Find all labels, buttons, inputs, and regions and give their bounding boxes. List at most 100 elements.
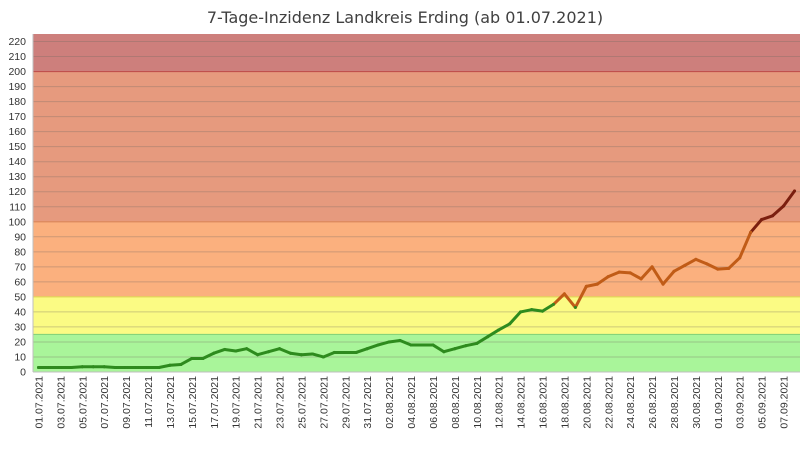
- y-tick-label: 90: [14, 231, 26, 243]
- data-point: [135, 365, 139, 369]
- data-point: [694, 257, 698, 261]
- x-tick-label: 21.07.2021: [253, 376, 265, 429]
- data-point: [58, 365, 62, 369]
- x-tick-label: 17.07.2021: [209, 376, 221, 429]
- x-tick-label: 20.08.2021: [581, 376, 593, 429]
- x-tick-label: 27.07.2021: [318, 376, 330, 429]
- data-point: [354, 350, 358, 354]
- data-point: [716, 267, 720, 271]
- series-segment: [705, 262, 720, 271]
- data-point: [760, 218, 764, 222]
- data-point: [617, 270, 621, 274]
- data-point: [190, 356, 194, 360]
- x-tick-label: 13.07.2021: [165, 376, 177, 429]
- data-point: [36, 365, 40, 369]
- x-tick-label: 19.07.2021: [231, 376, 243, 429]
- series-segment: [267, 347, 282, 354]
- y-tick-label: 120: [8, 186, 26, 198]
- band-1: [33, 296, 800, 335]
- series-segment: [464, 341, 479, 348]
- series-segment: [551, 292, 566, 306]
- x-tick-label: 07.09.2021: [779, 376, 791, 429]
- series-segment: [530, 308, 545, 313]
- y-tick-label: 100: [8, 216, 26, 228]
- series-segment: [387, 338, 402, 344]
- data-point: [343, 350, 347, 354]
- data-point: [475, 341, 479, 345]
- y-tick-label: 70: [14, 261, 26, 273]
- x-tick-label: 26.08.2021: [647, 376, 659, 429]
- series-segment: [365, 343, 380, 351]
- data-point: [398, 338, 402, 342]
- data-point: [486, 335, 490, 339]
- series-segment: [584, 282, 599, 288]
- series-segment: [683, 257, 698, 267]
- data-point: [278, 347, 282, 351]
- series-segment: [179, 356, 194, 366]
- data-point: [212, 351, 216, 355]
- y-tick-label: 60: [14, 276, 26, 288]
- series-segment: [486, 328, 501, 339]
- data-point: [146, 365, 150, 369]
- series-segment: [168, 362, 183, 367]
- threshold-lines: [33, 70, 800, 336]
- data-point: [365, 347, 369, 351]
- data-point: [573, 305, 577, 309]
- y-tick-label: 190: [8, 81, 26, 93]
- data-point: [332, 350, 336, 354]
- series-segment: [453, 344, 468, 351]
- series-segment: [628, 271, 643, 281]
- series-segment: [234, 347, 249, 353]
- series-segment: [157, 363, 172, 369]
- incidence-bands: [33, 34, 800, 372]
- series-segment: [310, 352, 325, 359]
- data-point: [738, 256, 742, 260]
- data-point: [256, 353, 260, 357]
- data-point: [113, 365, 117, 369]
- data-point: [628, 271, 632, 275]
- x-tick-label: 08.08.2021: [450, 376, 462, 429]
- series-segment: [694, 257, 709, 266]
- series-segment: [595, 275, 610, 286]
- band-4: [33, 34, 800, 72]
- data-point: [562, 292, 566, 296]
- data-point: [508, 322, 512, 326]
- series-segment: [212, 347, 227, 355]
- data-point: [793, 189, 797, 193]
- series-segment: [562, 292, 577, 309]
- data-point: [387, 340, 391, 344]
- x-tick-label: 01.09.2021: [713, 376, 725, 429]
- x-tick-label: 12.08.2021: [494, 376, 506, 429]
- series-segment: [299, 352, 314, 357]
- data-point: [771, 214, 775, 218]
- series-segment: [69, 365, 84, 369]
- series-segment: [782, 189, 797, 208]
- series-segment: [639, 265, 654, 281]
- data-point: [606, 275, 610, 279]
- data-point: [519, 310, 523, 314]
- y-tick-label: 180: [8, 96, 26, 108]
- chart-title: 7-Tage-Inzidenz Landkreis Erding (ab 01.…: [207, 8, 603, 27]
- data-point: [530, 308, 534, 312]
- x-tick-label: 03.07.2021: [55, 376, 67, 429]
- series-segment: [376, 340, 391, 347]
- x-tick-label: 06.08.2021: [428, 376, 440, 429]
- x-tick-label: 04.08.2021: [406, 376, 418, 429]
- series-segment: [102, 365, 117, 369]
- x-tick-label: 22.08.2021: [603, 376, 615, 429]
- y-tick-label: 110: [9, 201, 26, 213]
- y-tick-label: 80: [14, 246, 26, 258]
- x-tick-label: 05.07.2021: [77, 376, 89, 429]
- data-point: [595, 282, 599, 286]
- data-point: [464, 344, 468, 348]
- data-point: [69, 365, 73, 369]
- y-tick-label: 210: [8, 51, 26, 63]
- data-point: [551, 302, 555, 306]
- x-tick-label: 18.08.2021: [559, 376, 571, 429]
- y-tick-label: 200: [8, 66, 26, 78]
- y-tick-label: 150: [8, 141, 26, 153]
- data-point: [409, 343, 413, 347]
- x-tick-label: 31.07.2021: [362, 376, 374, 429]
- data-point: [650, 265, 654, 269]
- series-segment: [354, 347, 369, 354]
